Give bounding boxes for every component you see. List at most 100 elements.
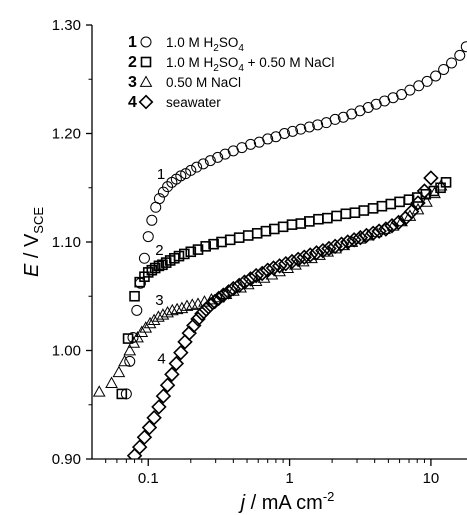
series-4-point bbox=[220, 284, 237, 300]
series-1-point bbox=[413, 80, 425, 92]
series-2-point bbox=[208, 238, 219, 250]
y-tick-label: 1.00 bbox=[52, 343, 81, 360]
series-2-point bbox=[376, 200, 388, 212]
series-1-point bbox=[212, 151, 224, 163]
series-1-point bbox=[146, 214, 158, 226]
series-3-point bbox=[92, 385, 106, 397]
series-1-point bbox=[185, 164, 197, 176]
series-4-point bbox=[146, 410, 162, 426]
series-4-point bbox=[168, 355, 185, 372]
legend-subscript: 4 bbox=[238, 63, 244, 74]
series-1-point bbox=[138, 252, 150, 264]
y-tick-label: 1.10 bbox=[52, 234, 81, 251]
series-4-point bbox=[236, 274, 253, 290]
series-4-point bbox=[186, 317, 202, 334]
series-1-point bbox=[362, 101, 374, 113]
legend-label-1: 1.0 M H2SO4 bbox=[166, 35, 244, 54]
series-4-point bbox=[352, 229, 369, 246]
series-2-point bbox=[295, 218, 307, 229]
series-1-point bbox=[191, 161, 203, 173]
series-1-point bbox=[204, 155, 216, 167]
x-tick-label: 0.1 bbox=[138, 470, 159, 487]
legend-number-4: 4 bbox=[128, 94, 137, 111]
series-1-point bbox=[460, 41, 467, 53]
series-1-point bbox=[197, 158, 209, 170]
series-1-point bbox=[153, 193, 165, 205]
series-2-point bbox=[440, 177, 452, 188]
plot-area bbox=[92, 41, 467, 459]
legend-marker-1 bbox=[140, 36, 152, 48]
x-axis-title: j / mA cm-2 bbox=[238, 489, 335, 514]
series-2-point bbox=[251, 228, 263, 239]
series-2-point bbox=[358, 205, 370, 216]
series-4-point bbox=[151, 399, 167, 415]
legend-number-2: 2 bbox=[128, 54, 137, 71]
series-4-point bbox=[131, 439, 148, 455]
series-3-point bbox=[112, 365, 126, 378]
series-4-point bbox=[155, 388, 172, 404]
series-2-point bbox=[385, 198, 397, 210]
series-2-point bbox=[331, 210, 342, 222]
series-3-point bbox=[105, 376, 118, 388]
y-axis-title-symbol: E bbox=[21, 263, 43, 277]
series-2-point bbox=[304, 216, 315, 227]
series-2-point bbox=[224, 234, 236, 246]
series-2-point bbox=[349, 207, 361, 219]
x-axis-title-unit: / mA cm bbox=[245, 492, 323, 514]
legend-marker-3 bbox=[139, 75, 153, 87]
series-4-point bbox=[296, 249, 312, 265]
series-4-point bbox=[202, 297, 219, 313]
series-2-point bbox=[322, 212, 333, 224]
series-3-point bbox=[152, 310, 165, 322]
series-4 bbox=[126, 170, 439, 459]
series-2-point bbox=[313, 213, 324, 225]
series-4-point bbox=[215, 287, 232, 303]
series-2-point bbox=[242, 230, 254, 241]
series-4-point bbox=[358, 227, 375, 244]
series-4-point bbox=[416, 183, 433, 199]
series-2-point bbox=[153, 260, 165, 272]
series-4-point bbox=[198, 301, 214, 318]
y-axis-title: E / VSCE bbox=[21, 207, 46, 277]
series-4-point bbox=[173, 344, 189, 361]
legend-subscript: 2 bbox=[213, 63, 219, 74]
series-2-point bbox=[179, 248, 190, 260]
series-4-point bbox=[302, 247, 318, 263]
legend-label-2: 1.0 M H2SO4 + 0.50 M NaCl bbox=[166, 55, 334, 74]
series-4-point bbox=[271, 258, 288, 274]
legend-label-text: 0.50 M NaCl bbox=[166, 75, 241, 90]
series-3-point bbox=[180, 299, 194, 311]
series-1-point bbox=[278, 128, 290, 139]
series-1-point bbox=[421, 75, 433, 87]
series-4-point bbox=[265, 260, 282, 276]
legend-label-text: seawater bbox=[166, 95, 221, 110]
series-4-point bbox=[378, 221, 394, 237]
series-3-point bbox=[161, 305, 174, 318]
series-1-point bbox=[430, 70, 442, 82]
series-4-point bbox=[327, 238, 343, 255]
series-2-point bbox=[233, 232, 245, 243]
series-1-point bbox=[404, 84, 416, 96]
series-4-point bbox=[194, 305, 210, 322]
series-4-point bbox=[284, 253, 300, 270]
series-3-point bbox=[118, 354, 131, 367]
series-4-point bbox=[390, 214, 407, 231]
series-2-point bbox=[428, 185, 440, 197]
legend-label-text: SO bbox=[219, 35, 239, 50]
series-4-point bbox=[365, 225, 381, 242]
series-4-point bbox=[248, 267, 264, 284]
series-1-point bbox=[446, 57, 458, 69]
series-1-point bbox=[142, 231, 154, 243]
series-3-point bbox=[123, 343, 137, 356]
series-4-point bbox=[136, 429, 153, 446]
series-1-point bbox=[295, 123, 307, 135]
y-axis-title-subscript: SCE bbox=[31, 207, 46, 234]
series-4-point bbox=[423, 170, 439, 186]
series-3-point bbox=[241, 277, 255, 290]
legend-subscript: 2 bbox=[213, 43, 219, 54]
series-3-point bbox=[135, 325, 149, 337]
series-4-point bbox=[346, 232, 362, 248]
series-3-point bbox=[428, 186, 441, 199]
series-1-point bbox=[454, 49, 466, 61]
series-1-point bbox=[287, 125, 299, 137]
